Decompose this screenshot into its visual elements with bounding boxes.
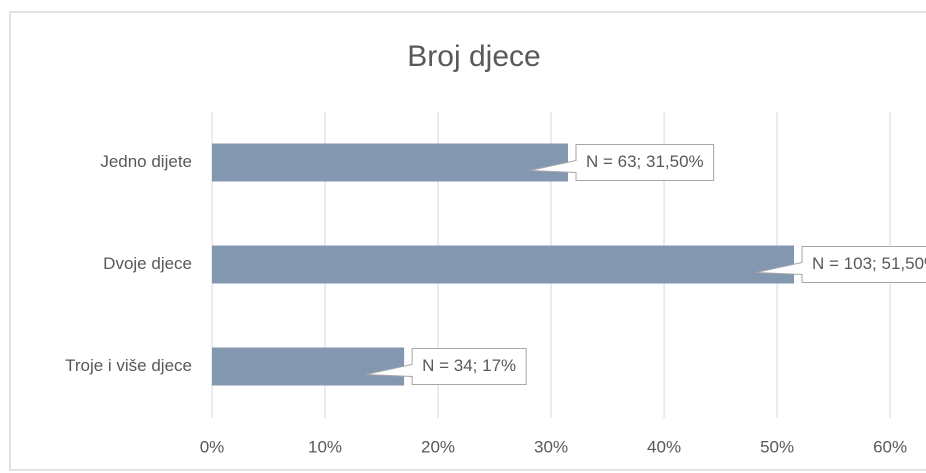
y-tick-label: Jedno dijete xyxy=(100,152,192,171)
x-tick-label: 30% xyxy=(534,437,568,456)
bar xyxy=(212,143,568,182)
callout-box xyxy=(755,246,926,283)
data-label: N = 63; 31,50% xyxy=(586,152,704,171)
y-tick-label: Dvoje djece xyxy=(103,254,192,273)
bar xyxy=(212,347,405,386)
bar xyxy=(212,245,795,284)
data-label: N = 34; 17% xyxy=(422,356,516,375)
y-tick-label: Troje i više djece xyxy=(65,356,192,375)
data-label: N = 103; 51,50% xyxy=(812,254,926,273)
x-tick-label: 40% xyxy=(647,437,681,456)
callout-box xyxy=(529,144,715,181)
x-tick-label: 60% xyxy=(873,437,907,456)
x-tick-label: 50% xyxy=(760,437,794,456)
x-tick-label: 0% xyxy=(200,437,225,456)
callout-box xyxy=(366,348,527,385)
chart-title: Broj djece xyxy=(407,40,540,73)
x-tick-label: 10% xyxy=(308,437,342,456)
chart-border xyxy=(9,11,926,471)
x-tick-label: 20% xyxy=(421,437,455,456)
